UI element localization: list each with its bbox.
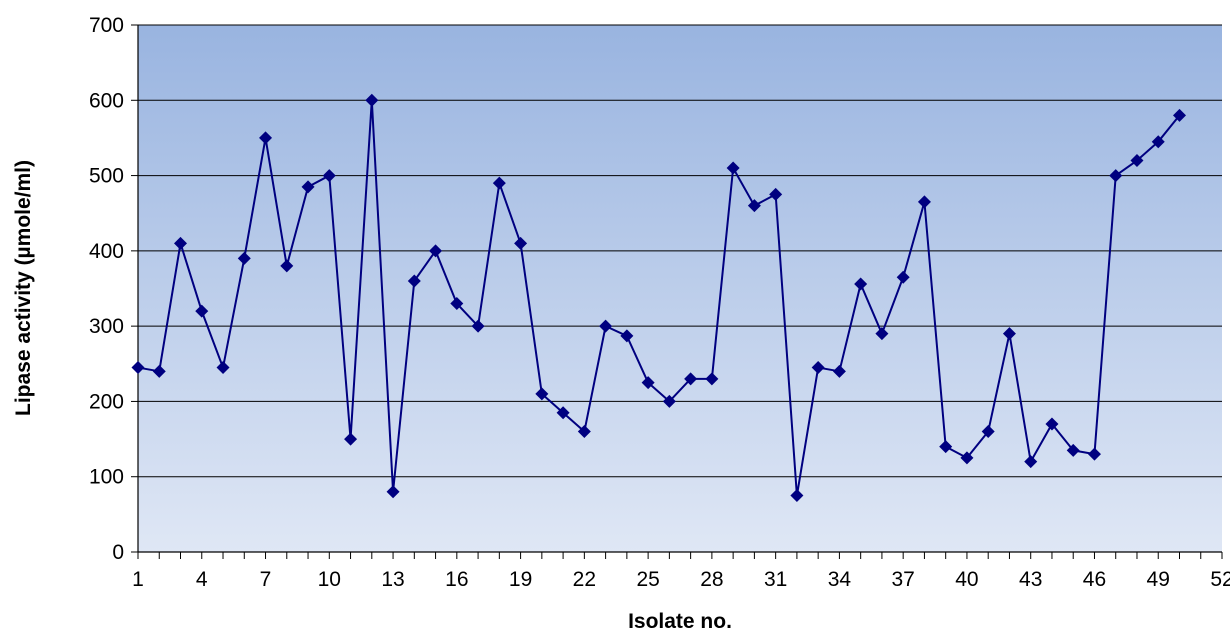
data-point-marker [259, 131, 273, 145]
tick-labels: 0 100 200 300 400 500 600 700 1 4 7 10 13 16 19 22 25 28 3… [89, 14, 1230, 591]
data-point-marker [641, 376, 655, 390]
x-tick-label: 10 [318, 568, 341, 591]
data-point-marker [1045, 417, 1059, 431]
data-point-marker [365, 93, 379, 107]
data-point-marker [1130, 154, 1144, 168]
x-tick-label: 4 [196, 568, 208, 591]
data-point-marker [195, 304, 209, 318]
x-tick-label: 52 [1210, 568, 1230, 591]
data-point-marker [280, 259, 294, 273]
x-tick-label: 46 [1083, 568, 1106, 591]
data-point-marker [811, 361, 825, 375]
data-point-marker [471, 319, 485, 333]
y-tick-label: 400 [89, 240, 124, 263]
data-point-marker [599, 319, 613, 333]
y-tick-label: 100 [89, 466, 124, 489]
data-point-marker [429, 244, 443, 258]
data-point-marker [1002, 327, 1016, 341]
gridlines [138, 24, 1222, 478]
y-tick-label: 500 [89, 165, 124, 188]
x-tick-label: 40 [955, 568, 978, 591]
data-point-marker [747, 199, 761, 213]
x-tick-label: 37 [891, 568, 914, 591]
x-tick-label: 28 [700, 568, 723, 591]
data-point-marker [896, 270, 910, 284]
x-tick-label: 31 [764, 568, 787, 591]
data-point-marker [790, 489, 804, 503]
series-layer [131, 93, 1186, 503]
data-point-marker [769, 187, 783, 201]
data-point-marker [152, 364, 166, 378]
x-tick-label: 16 [445, 568, 468, 591]
data-point-marker [684, 372, 698, 386]
x-tick-label: 13 [381, 568, 404, 591]
x-tick-label: 25 [636, 568, 659, 591]
x-tick-label: 7 [260, 568, 272, 591]
data-point-marker [577, 425, 591, 439]
data-point-marker [535, 387, 549, 401]
data-point-marker [1066, 443, 1080, 457]
x-tick-label: 49 [1147, 568, 1170, 591]
data-point-marker [344, 432, 358, 446]
data-point-marker [939, 440, 953, 454]
x-tick-label: 22 [573, 568, 596, 591]
data-point-marker [620, 329, 634, 343]
y-tick-label: 200 [89, 390, 124, 413]
data-point-marker [174, 236, 188, 250]
data-point-marker [917, 195, 931, 209]
data-point-marker [216, 361, 230, 375]
data-point-marker [1151, 135, 1165, 149]
x-tick-label: 34 [828, 568, 852, 591]
data-point-marker [514, 236, 528, 250]
data-point-marker [832, 364, 846, 378]
x-tick-label: 43 [1019, 568, 1042, 591]
y-tick-label: 0 [112, 541, 124, 564]
data-point-marker [854, 277, 868, 291]
data-point-marker [492, 176, 506, 190]
data-point-marker [301, 180, 315, 194]
data-point-marker [322, 169, 336, 183]
y-tick-label: 600 [89, 89, 124, 112]
y-tick-label: 300 [89, 315, 124, 338]
data-point-marker [237, 251, 251, 265]
data-point-marker [386, 485, 400, 499]
data-point-marker [131, 361, 145, 375]
data-point-marker [1024, 455, 1038, 469]
axes [131, 24, 1223, 559]
data-point-marker [450, 297, 464, 311]
data-point-marker [556, 406, 570, 420]
plot-area [138, 25, 1222, 552]
data-point-marker [875, 327, 889, 341]
x-tick-label: 1 [132, 568, 144, 591]
data-point-marker [1109, 169, 1123, 183]
data-point-marker [960, 451, 974, 465]
data-point-marker [662, 394, 676, 408]
data-point-marker [705, 372, 719, 386]
y-axis-title: Lipase activity (µmole/ml) [12, 160, 35, 416]
x-axis-title: Isolate no. [628, 610, 732, 633]
y-tick-label: 700 [89, 14, 124, 37]
data-point-marker [1172, 108, 1186, 122]
data-point-marker [981, 425, 995, 439]
data-point-marker [1087, 447, 1101, 461]
x-tick-label: 19 [509, 568, 532, 591]
data-point-marker [407, 274, 421, 288]
data-point-marker [726, 161, 740, 175]
